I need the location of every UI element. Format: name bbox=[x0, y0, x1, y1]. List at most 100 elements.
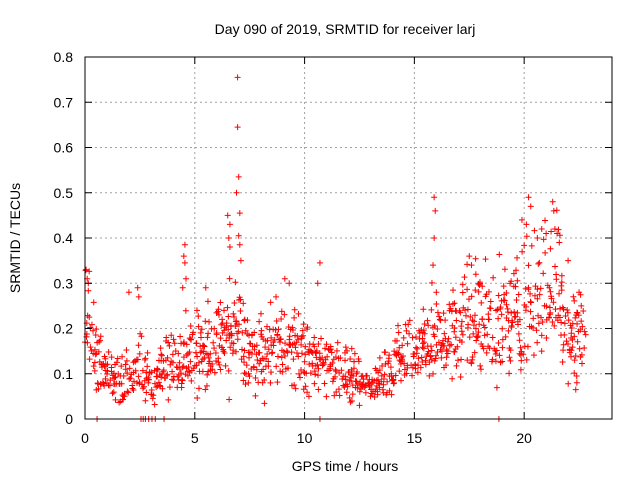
data-point bbox=[516, 337, 523, 344]
data-point bbox=[571, 333, 578, 340]
data-point bbox=[104, 361, 111, 368]
data-point bbox=[384, 378, 391, 385]
data-point bbox=[499, 336, 506, 343]
data-point bbox=[109, 390, 116, 397]
data-point bbox=[550, 207, 557, 214]
data-point bbox=[578, 351, 585, 358]
data-point bbox=[443, 354, 450, 361]
data-point bbox=[237, 307, 244, 314]
data-point bbox=[197, 329, 204, 336]
data-point bbox=[129, 385, 136, 392]
data-point bbox=[197, 349, 204, 356]
data-point bbox=[542, 249, 549, 256]
data-point bbox=[234, 336, 241, 343]
data-point bbox=[175, 350, 182, 357]
data-point bbox=[289, 326, 296, 333]
data-point bbox=[344, 381, 351, 388]
data-point bbox=[221, 350, 228, 357]
data-point bbox=[535, 260, 542, 267]
data-point bbox=[177, 333, 184, 340]
data-point bbox=[514, 309, 521, 316]
data-point bbox=[172, 347, 179, 354]
data-point bbox=[256, 349, 263, 356]
data-point bbox=[430, 262, 437, 269]
data-point bbox=[371, 393, 378, 400]
data-point bbox=[550, 299, 557, 306]
data-point bbox=[431, 194, 438, 201]
data-point bbox=[292, 385, 299, 392]
data-point bbox=[506, 370, 513, 377]
data-point bbox=[540, 270, 547, 277]
data-point bbox=[242, 327, 249, 334]
data-point bbox=[113, 359, 120, 366]
data-point bbox=[261, 376, 268, 383]
data-point bbox=[459, 289, 466, 296]
plot-frame bbox=[84, 56, 613, 420]
data-point bbox=[548, 295, 555, 302]
data-point bbox=[495, 292, 502, 299]
data-point bbox=[324, 353, 331, 360]
data-point bbox=[495, 339, 502, 346]
y-tick-label: 0.6 bbox=[54, 140, 74, 156]
data-point bbox=[253, 342, 260, 349]
data-point bbox=[459, 281, 466, 288]
data-point bbox=[166, 384, 173, 391]
data-point bbox=[163, 334, 170, 341]
data-point bbox=[404, 340, 411, 347]
data-point bbox=[118, 380, 125, 387]
data-point bbox=[111, 374, 118, 381]
data-point bbox=[294, 333, 301, 340]
data-point bbox=[221, 307, 228, 314]
data-point bbox=[302, 351, 309, 358]
data-point bbox=[546, 304, 553, 311]
data-point bbox=[253, 366, 260, 373]
x-tick-label: 5 bbox=[191, 430, 199, 446]
data-point bbox=[204, 298, 211, 305]
data-point bbox=[440, 310, 447, 317]
data-point bbox=[514, 277, 521, 284]
data-point bbox=[465, 321, 472, 328]
data-point bbox=[337, 355, 344, 362]
data-point bbox=[354, 384, 361, 391]
data-point bbox=[273, 363, 280, 370]
data-point bbox=[351, 365, 358, 372]
data-point bbox=[453, 317, 460, 324]
data-point bbox=[148, 387, 155, 394]
data-point bbox=[194, 395, 201, 402]
data-point bbox=[553, 276, 560, 283]
data-point bbox=[464, 306, 471, 313]
data-point bbox=[570, 293, 577, 300]
data-point bbox=[273, 318, 280, 325]
data-point bbox=[296, 370, 303, 377]
data-point bbox=[235, 173, 242, 180]
data-point bbox=[474, 333, 481, 340]
data-point bbox=[431, 235, 438, 241]
data-point bbox=[434, 326, 441, 333]
data-point bbox=[83, 333, 90, 340]
data-point bbox=[530, 352, 537, 359]
data-point bbox=[145, 376, 152, 383]
data-point bbox=[556, 290, 563, 297]
data-point bbox=[114, 355, 121, 362]
data-point bbox=[516, 316, 523, 323]
data-point bbox=[420, 340, 427, 347]
data-point bbox=[499, 344, 506, 351]
data-point bbox=[493, 347, 500, 354]
data-point bbox=[144, 363, 151, 370]
data-point bbox=[225, 313, 232, 320]
data-point bbox=[538, 225, 545, 232]
data-point bbox=[510, 270, 517, 277]
data-point bbox=[178, 380, 185, 387]
data-point bbox=[419, 358, 426, 365]
data-point bbox=[459, 331, 466, 338]
data-point bbox=[534, 339, 541, 346]
data-point bbox=[495, 315, 502, 322]
data-point bbox=[251, 346, 258, 353]
data-point bbox=[261, 400, 268, 407]
data-point bbox=[195, 385, 202, 392]
data-point bbox=[336, 392, 343, 399]
data-point bbox=[395, 329, 402, 336]
data-point bbox=[505, 309, 512, 316]
data-point bbox=[144, 349, 151, 356]
data-point bbox=[227, 344, 234, 351]
